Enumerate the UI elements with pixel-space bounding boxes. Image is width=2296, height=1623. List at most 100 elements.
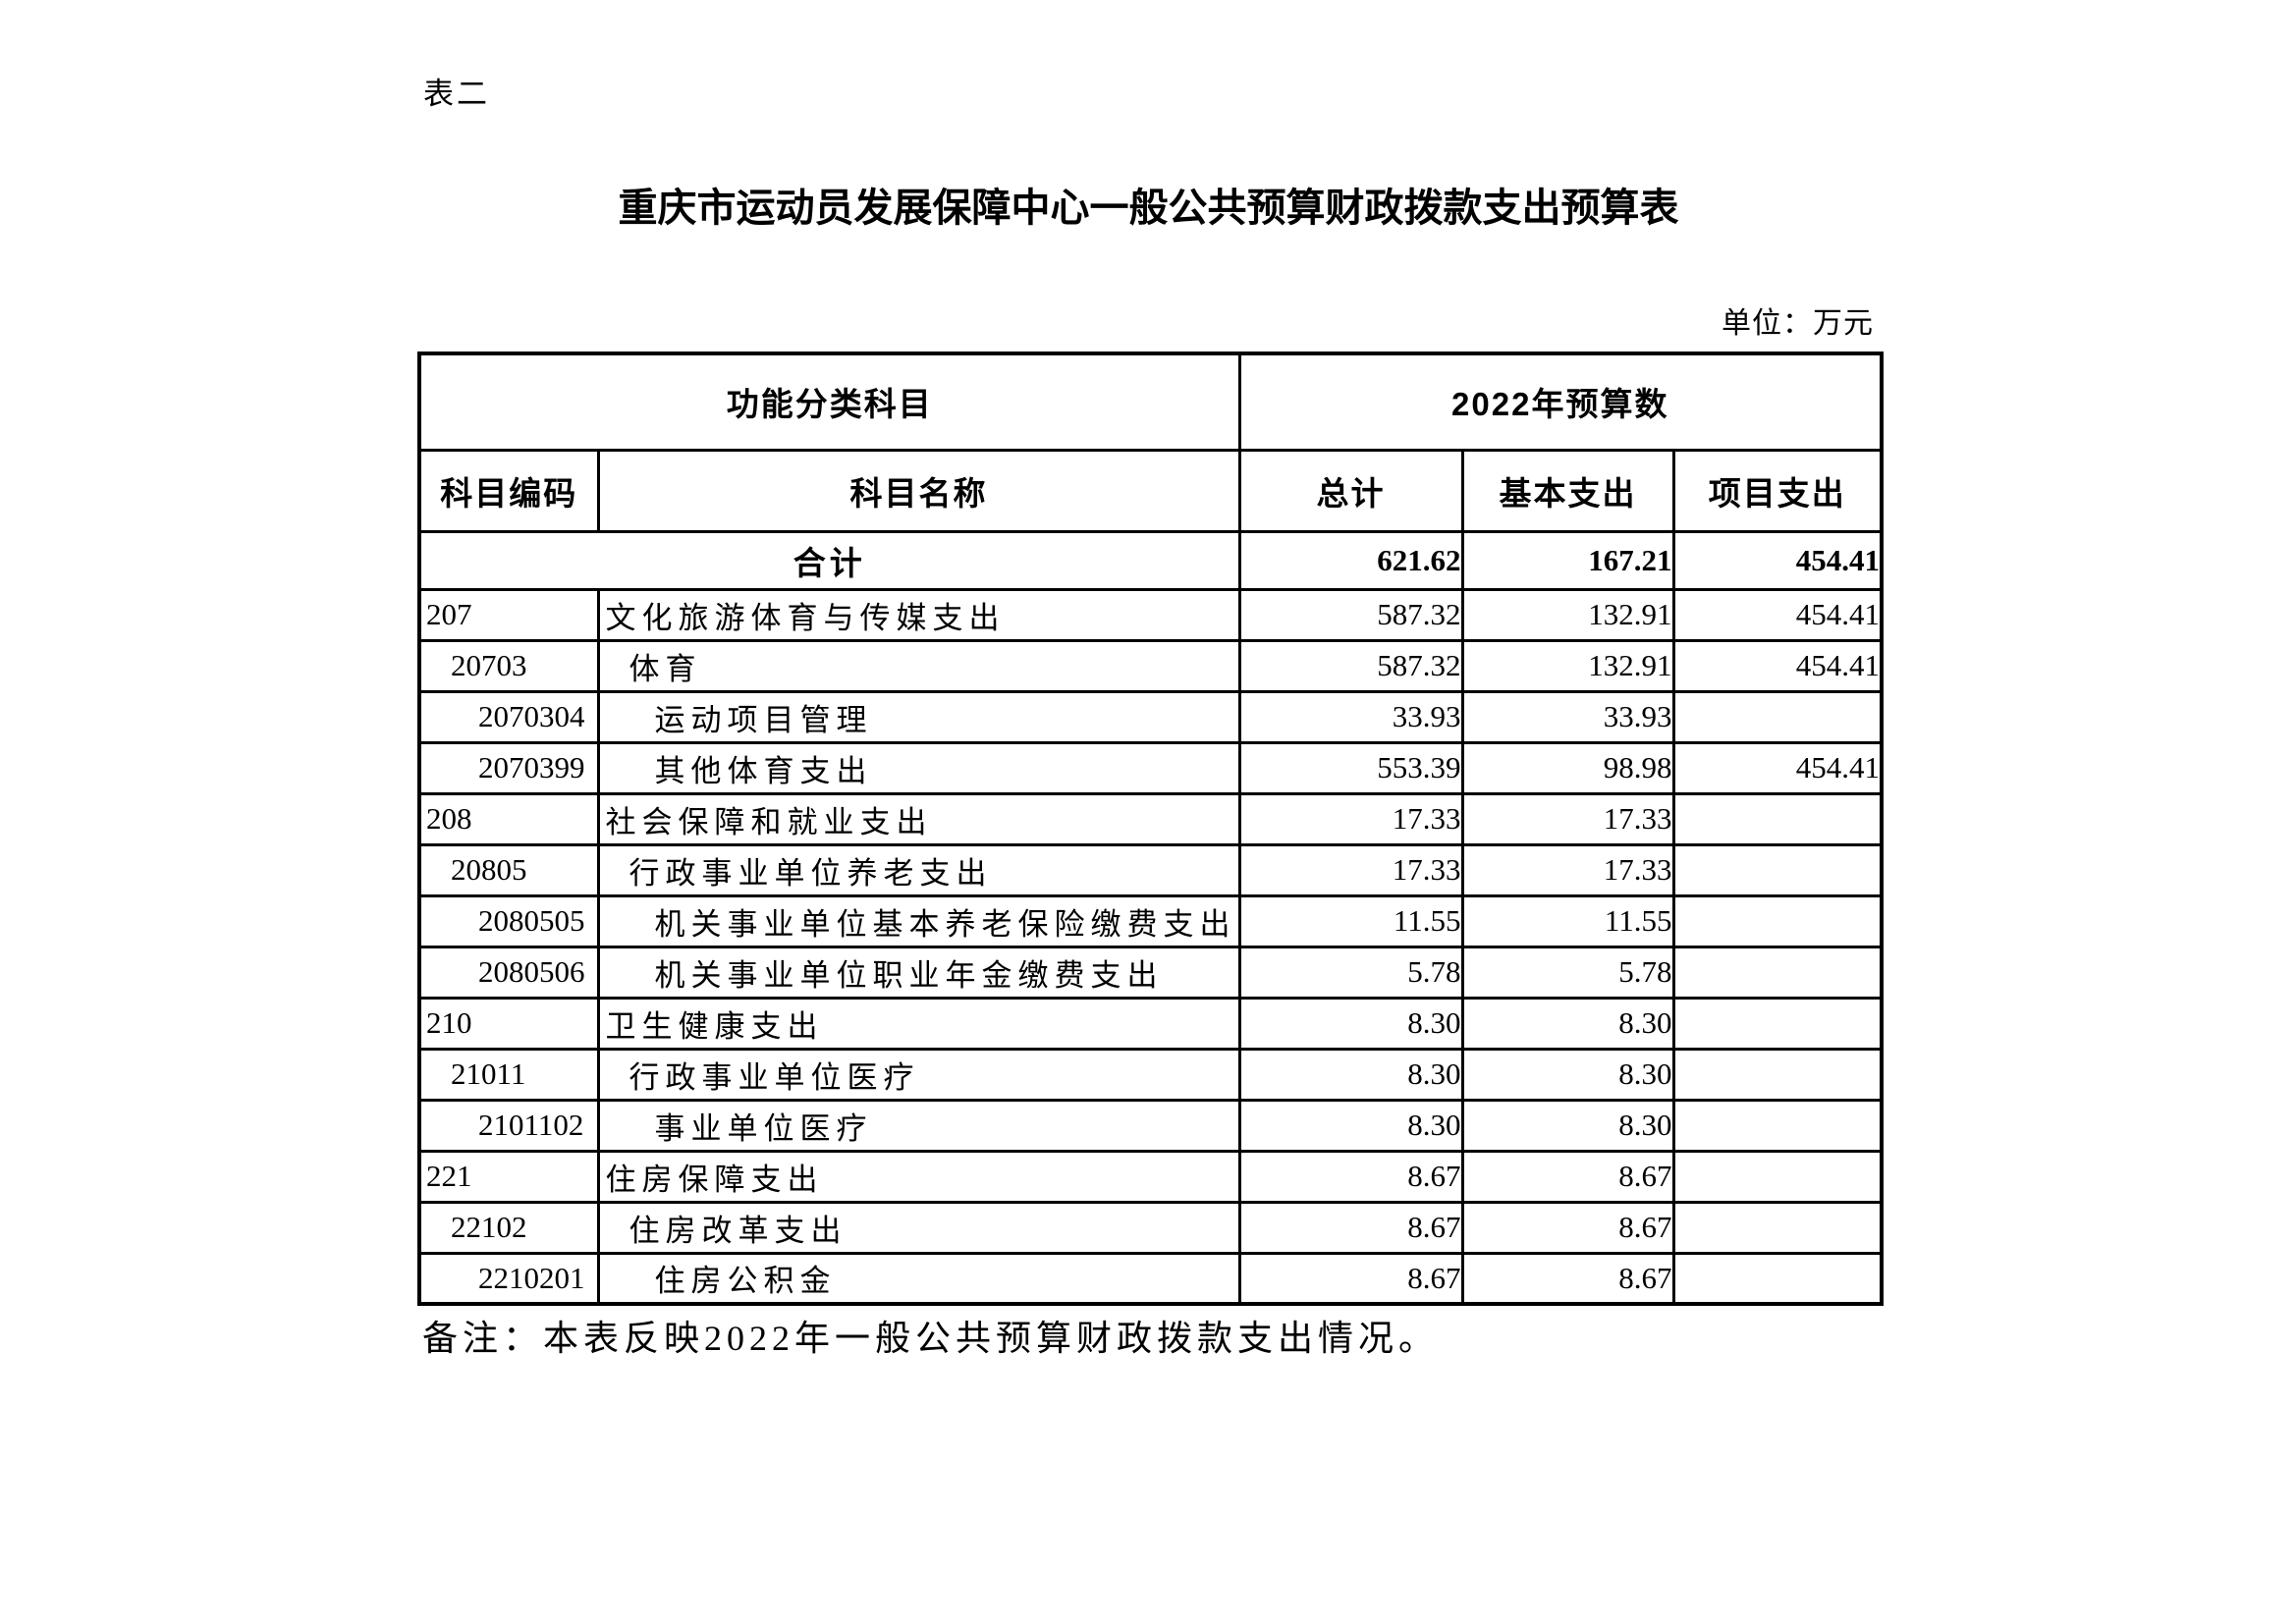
- total-label-cell: 合计: [417, 529, 1241, 591]
- table-row: 208 社会保障和就业支出 17.33 17.33: [417, 791, 1884, 846]
- subject-code-cell: 2210201: [417, 1251, 600, 1306]
- basic-expenditure-cell: 17.33: [1460, 842, 1675, 897]
- table-row: 2070399 其他体育支出 553.39 98.98 454.41: [417, 740, 1884, 795]
- subject-name-cell: 文化旅游体育与传媒支出: [596, 587, 1241, 642]
- header-group-row: 功能分类科目 2022年预算数: [417, 352, 1884, 452]
- subject-name-cell: 卫生健康支出: [596, 996, 1241, 1051]
- subject-name-cell: 机关事业单位职业年金缴费支出: [596, 945, 1241, 1000]
- total-basic-cell: 167.21: [1460, 529, 1675, 591]
- project-expenditure-cell: [1671, 842, 1884, 897]
- table-row: 2210201 住房公积金 8.67 8.67: [417, 1251, 1884, 1306]
- sheet-label: 表二: [423, 77, 490, 111]
- subject-code-cell: 2070399: [417, 740, 600, 795]
- basic-expenditure-cell: 8.67: [1460, 1149, 1675, 1204]
- subject-code-cell: 2070304: [417, 689, 600, 744]
- table-row: 2070304 运动项目管理 33.93 33.93: [417, 689, 1884, 744]
- subject-name-cell: 机关事业单位基本养老保险缴费支出: [596, 893, 1241, 948]
- table-row: 207 文化旅游体育与传媒支出 587.32 132.91 454.41: [417, 587, 1884, 642]
- total-cell: 8.67: [1237, 1149, 1464, 1204]
- table-row: 221 住房保障支出 8.67 8.67: [417, 1149, 1884, 1204]
- table-row: 2101102 事业单位医疗 8.30 8.30: [417, 1098, 1884, 1153]
- header-basic-expenditure: 基本支出: [1460, 448, 1675, 533]
- total-cell: 587.32: [1237, 638, 1464, 693]
- total-cell: 8.67: [1237, 1200, 1464, 1255]
- total-cell: 33.93: [1237, 689, 1464, 744]
- subject-code-cell: 210: [417, 996, 600, 1051]
- project-expenditure-cell: 454.41: [1671, 740, 1884, 795]
- basic-expenditure-cell: 33.93: [1460, 689, 1675, 744]
- unit-label: 单位：万元: [1722, 307, 1874, 340]
- project-expenditure-cell: [1671, 1047, 1884, 1102]
- subject-code-cell: 2080505: [417, 893, 600, 948]
- header-function-group: 功能分类科目: [417, 352, 1241, 452]
- header-subject-name: 科目名称: [596, 448, 1241, 533]
- basic-expenditure-cell: 8.67: [1460, 1200, 1675, 1255]
- page-title: 重庆市运动员发展保障中心一般公共预算财政拨款支出预算表: [618, 186, 1679, 230]
- basic-expenditure-cell: 8.30: [1460, 996, 1675, 1051]
- subject-name-cell: 住房公积金: [596, 1251, 1241, 1306]
- subject-name-cell: 行政事业单位医疗: [596, 1047, 1241, 1102]
- header-budget-group: 2022年预算数: [1237, 352, 1884, 452]
- basic-expenditure-cell: 5.78: [1460, 945, 1675, 1000]
- project-expenditure-cell: 454.41: [1671, 587, 1884, 642]
- header-total: 总计: [1237, 448, 1464, 533]
- subject-name-cell: 事业单位医疗: [596, 1098, 1241, 1153]
- table-row: 2080505 机关事业单位基本养老保险缴费支出 11.55 11.55: [417, 893, 1884, 948]
- basic-expenditure-cell: 132.91: [1460, 638, 1675, 693]
- total-cell: 587.32: [1237, 587, 1464, 642]
- total-cell: 8.30: [1237, 1098, 1464, 1153]
- total-cell: 17.33: [1237, 842, 1464, 897]
- basic-expenditure-cell: 132.91: [1460, 587, 1675, 642]
- project-expenditure-cell: [1671, 996, 1884, 1051]
- subject-code-cell: 2080506: [417, 945, 600, 1000]
- project-expenditure-cell: [1671, 791, 1884, 846]
- project-expenditure-cell: [1671, 689, 1884, 744]
- project-expenditure-cell: [1671, 1149, 1884, 1204]
- basic-expenditure-cell: 8.30: [1460, 1047, 1675, 1102]
- total-cell: 553.39: [1237, 740, 1464, 795]
- total-row: 合计 621.62 167.21 454.41: [417, 529, 1884, 591]
- subject-code-cell: 221: [417, 1149, 600, 1204]
- total-cell: 8.30: [1237, 996, 1464, 1051]
- header-project-expenditure: 项目支出: [1671, 448, 1884, 533]
- total-cell: 8.30: [1237, 1047, 1464, 1102]
- total-cell: 5.78: [1237, 945, 1464, 1000]
- subject-code-cell: 207: [417, 587, 600, 642]
- total-project-cell: 454.41: [1671, 529, 1884, 591]
- subject-name-cell: 社会保障和就业支出: [596, 791, 1241, 846]
- project-expenditure-cell: [1671, 1098, 1884, 1153]
- subject-code-cell: 20805: [417, 842, 600, 897]
- subject-name-cell: 体育: [596, 638, 1241, 693]
- subject-code-cell: 20703: [417, 638, 600, 693]
- total-sum-cell: 621.62: [1237, 529, 1464, 591]
- subject-name-cell: 行政事业单位养老支出: [596, 842, 1241, 897]
- subject-code-cell: 2101102: [417, 1098, 600, 1153]
- basic-expenditure-cell: 8.67: [1460, 1251, 1675, 1306]
- subject-name-cell: 其他体育支出: [596, 740, 1241, 795]
- basic-expenditure-cell: 8.30: [1460, 1098, 1675, 1153]
- subject-code-cell: 22102: [417, 1200, 600, 1255]
- table-row: 21011 行政事业单位医疗 8.30 8.30: [417, 1047, 1884, 1102]
- subject-name-cell: 住房改革支出: [596, 1200, 1241, 1255]
- project-expenditure-cell: [1671, 945, 1884, 1000]
- project-expenditure-cell: [1671, 1251, 1884, 1306]
- total-cell: 11.55: [1237, 893, 1464, 948]
- basic-expenditure-cell: 11.55: [1460, 893, 1675, 948]
- project-expenditure-cell: [1671, 893, 1884, 948]
- basic-expenditure-cell: 17.33: [1460, 791, 1675, 846]
- project-expenditure-cell: [1671, 1200, 1884, 1255]
- total-cell: 8.67: [1237, 1251, 1464, 1306]
- header-cols-row: 科目编码 科目名称 总计 基本支出 项目支出: [417, 448, 1884, 533]
- budget-table: 功能分类科目 2022年预算数 科目编码 科目名称 总计 基本支出 项目支出 合…: [417, 352, 1885, 1306]
- subject-name-cell: 运动项目管理: [596, 689, 1241, 744]
- table-row: 210 卫生健康支出 8.30 8.30: [417, 996, 1884, 1051]
- basic-expenditure-cell: 98.98: [1460, 740, 1675, 795]
- subject-code-cell: 21011: [417, 1047, 600, 1102]
- header-subject-code: 科目编码: [417, 448, 600, 533]
- table-row: 20805 行政事业单位养老支出 17.33 17.33: [417, 842, 1884, 897]
- footnote: 备注：本表反映2022年一般公共预算财政拨款支出情况。: [422, 1319, 1440, 1358]
- subject-name-cell: 住房保障支出: [596, 1149, 1241, 1204]
- project-expenditure-cell: 454.41: [1671, 638, 1884, 693]
- table-row: 20703 体育 587.32 132.91 454.41: [417, 638, 1884, 693]
